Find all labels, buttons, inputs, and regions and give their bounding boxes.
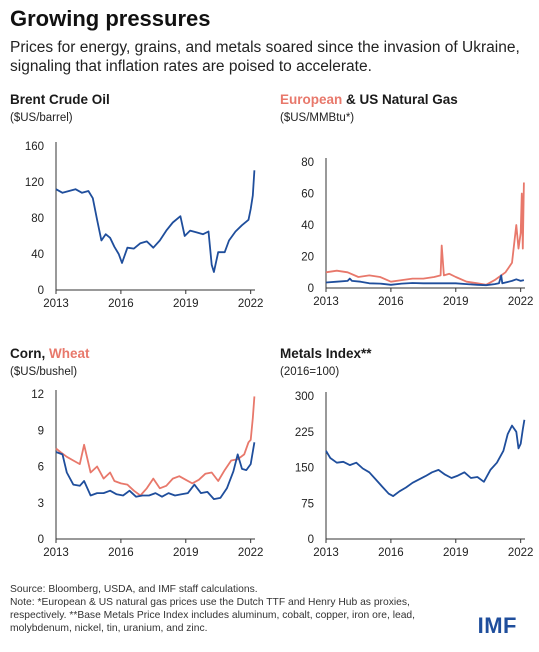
panel-metals: Metals Index** (2016=100) 0 75 150 225 300 20… xyxy=(280,346,539,586)
gas-title: European & US Natural Gas xyxy=(280,92,458,107)
panel-corn-wheat: Corn, Wheat ($US/bushel) 0 3 6 9 12 2013 2016 2… xyxy=(10,346,270,586)
x-tick-label: 2022 xyxy=(238,298,264,310)
y-tick-label: 75 xyxy=(301,498,314,510)
imf-logo: IMF xyxy=(477,613,517,638)
x-tick-label: 2013 xyxy=(313,547,339,559)
metals-chart: 0 75 150 225 300 2013 2016 2019 2022 xyxy=(295,391,534,559)
y-tick-label: 120 xyxy=(25,177,44,189)
y-tick-label: 225 xyxy=(295,427,314,439)
footer-notes: Source: Bloomberg, USDA, and IMF staff c… xyxy=(10,583,460,635)
x-tick-label: 2019 xyxy=(443,296,469,308)
brent-chart: 0 40 80 120 160 2013 2016 2019 2022 xyxy=(25,141,264,310)
y-tick-label: 0 xyxy=(38,285,44,297)
gas-title-european: European xyxy=(280,92,343,107)
series-line-us xyxy=(325,274,525,287)
y-tick-label: 80 xyxy=(31,213,44,225)
y-tick-label: 0 xyxy=(38,534,44,546)
panel-brent: Brent Crude Oil ($US/barrel) 0 40 80 120 160… xyxy=(10,92,270,332)
metals-unit: (2016=100) xyxy=(280,366,340,378)
x-tick-label: 2022 xyxy=(238,547,264,559)
x-tick-label: 2016 xyxy=(108,547,134,559)
grain-title-wheat: Wheat xyxy=(49,346,90,361)
y-tick-label: 3 xyxy=(38,498,44,510)
x-tick-label: 2022 xyxy=(508,296,534,308)
x-tick-label: 2022 xyxy=(508,547,534,559)
x-tick-label: 2016 xyxy=(108,298,134,310)
x-tick-label: 2019 xyxy=(173,298,199,310)
y-tick-label: 6 xyxy=(38,462,44,474)
x-tick-label: 2013 xyxy=(313,296,339,308)
page-subtitle: Prices for energy, grains, and metals so… xyxy=(10,39,520,75)
y-tick-label: 150 xyxy=(295,463,314,475)
y-tick-label: 80 xyxy=(301,157,314,169)
y-tick-label: 300 xyxy=(295,391,314,403)
grain-title-corn: Corn, xyxy=(10,346,46,361)
x-tick-label: 2016 xyxy=(378,547,404,559)
x-tick-label: 2016 xyxy=(378,296,404,308)
grain-title: Corn, Wheat xyxy=(10,346,90,361)
y-tick-label: 40 xyxy=(31,249,44,261)
x-tick-label: 2019 xyxy=(443,547,469,559)
gas-chart: 0 20 40 60 80 2013 2016 2019 2022 xyxy=(301,157,533,308)
x-tick-label: 2013 xyxy=(43,298,69,310)
y-tick-label: 0 xyxy=(308,534,314,546)
brent-unit: ($US/barrel) xyxy=(10,112,73,124)
series-line-european xyxy=(325,182,525,286)
y-tick-label: 60 xyxy=(301,189,314,201)
grain-chart: 0 3 6 9 12 2013 2016 2019 2022 xyxy=(31,389,263,559)
y-tick-label: 0 xyxy=(308,283,314,295)
gas-title-rest: & US Natural Gas xyxy=(346,92,458,107)
page-title: Growing pressures xyxy=(10,6,211,31)
series-line-main xyxy=(55,170,256,273)
y-tick-label: 160 xyxy=(25,141,44,153)
y-tick-label: 20 xyxy=(301,252,314,264)
grain-unit: ($US/bushel) xyxy=(10,366,78,378)
note-text: Note: *European & US natural gas prices … xyxy=(10,597,416,634)
gas-unit: ($US/MMBtu*) xyxy=(280,112,355,124)
x-tick-label: 2019 xyxy=(173,547,199,559)
metals-title: Metals Index** xyxy=(280,346,372,361)
source-text: Source: Bloomberg, USDA, and IMF staff c… xyxy=(10,584,258,595)
y-tick-label: 9 xyxy=(38,425,44,437)
series-line-corn xyxy=(55,442,256,500)
y-tick-label: 40 xyxy=(301,220,314,232)
series-line-main xyxy=(325,419,526,497)
panel-natural-gas: European & US Natural Gas ($US/MMBtu*) 0… xyxy=(280,92,539,332)
y-tick-label: 12 xyxy=(31,389,44,401)
brent-title: Brent Crude Oil xyxy=(10,92,110,107)
series-line-wheat xyxy=(55,396,256,497)
x-tick-label: 2013 xyxy=(43,547,69,559)
